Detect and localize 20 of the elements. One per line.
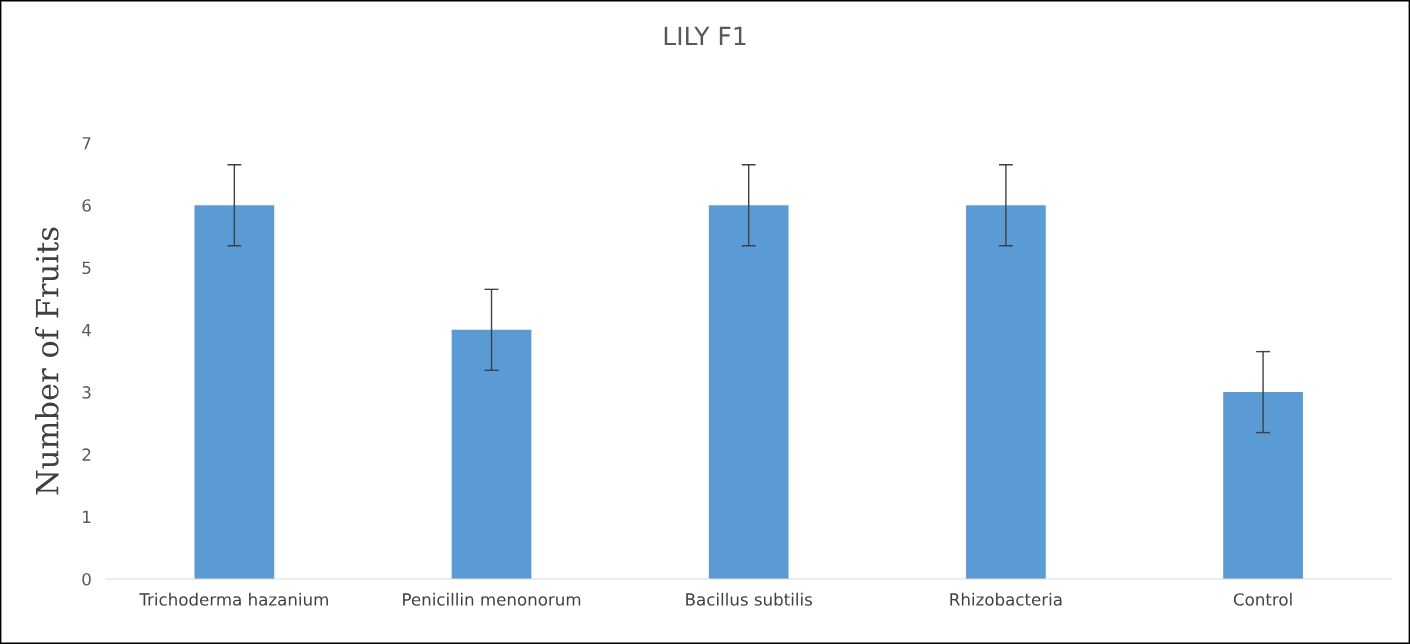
x-tick-label: Trichoderma hazanium	[139, 592, 328, 606]
bar	[451, 329, 532, 579]
y-tick-label: 3	[82, 386, 91, 399]
bar	[708, 205, 789, 579]
x-tick-label: Bacillus subtilis	[686, 592, 812, 606]
y-tick-label: 7	[82, 137, 91, 150]
x-tick-label: Rhizobacteria	[950, 592, 1062, 606]
y-tick-label: 6	[82, 199, 91, 212]
bar	[966, 205, 1046, 579]
y-tick-label: 4	[82, 324, 91, 337]
bar	[1223, 392, 1303, 579]
y-tick-label: 5	[82, 261, 91, 275]
bar	[194, 205, 275, 579]
y-tick-label: 1	[83, 510, 91, 523]
y-tick-label: 0	[82, 572, 91, 586]
y-tick-label: 2	[82, 448, 91, 461]
chart-title: LILY F1	[664, 26, 746, 46]
x-tick-label: Penicillin menonorum	[403, 592, 581, 606]
y-axis-title: Number of Fruits	[35, 227, 59, 495]
x-tick-label: Control	[1233, 592, 1292, 606]
